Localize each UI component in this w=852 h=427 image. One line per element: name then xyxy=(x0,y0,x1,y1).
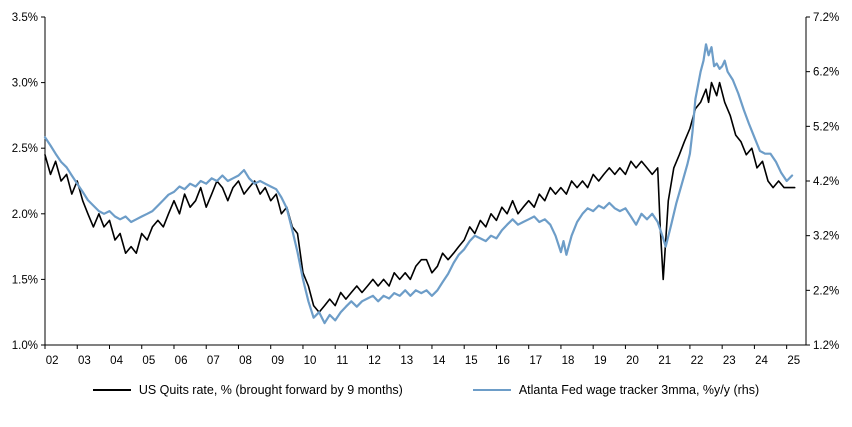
y-axis-left-tick-label: 2.0% xyxy=(12,209,38,221)
series-line-quits xyxy=(44,81,796,314)
x-axis-tick-label: 07 xyxy=(207,355,220,367)
series-line-wage xyxy=(43,43,794,325)
x-axis-tick-label: 15 xyxy=(465,355,478,367)
x-axis-tick-label: 16 xyxy=(497,355,510,367)
x-axis-tick-label: 02 xyxy=(46,355,59,367)
y-axis-right-tick-label: 6.2% xyxy=(813,67,839,79)
x-axis-tick-label: 08 xyxy=(239,355,252,367)
line-chart-canvas: 3.5% 3.0% 2.5% 2.0% 1.5% 1.0% 7.2% 6.2% 5.2% 4.2%… xyxy=(12,12,839,367)
x-axis-tick-label: 17 xyxy=(529,355,542,367)
x-axis-tick-label: 22 xyxy=(691,355,704,367)
x-axis-tick-label: 03 xyxy=(78,355,91,367)
x-axis-tick-label: 18 xyxy=(562,355,575,367)
chart-legend: US Quits rate, % (brought forward by 9 m… xyxy=(0,383,852,397)
legend-item-wage-tracker: Atlanta Fed wage tracker 3mma, %y/y (rhs… xyxy=(472,383,760,397)
y-axis-left-tick-label: 1.0% xyxy=(12,340,38,352)
y-axis-right-tick-label: 3.2% xyxy=(813,231,839,243)
y-axis-right-tick-label: 5.2% xyxy=(813,121,839,133)
x-axis-tick-label: 20 xyxy=(626,355,639,367)
legend-line-wage-tracker-swatch xyxy=(472,388,511,392)
x-axis-tick-label: 25 xyxy=(787,355,800,367)
x-axis-tick-label: 23 xyxy=(723,355,736,367)
x-axis-tick-label: 24 xyxy=(755,355,768,367)
x-axis-tick-label: 12 xyxy=(368,355,381,367)
legend-label-wage-tracker: Atlanta Fed wage tracker 3mma, %y/y (rhs… xyxy=(518,383,760,397)
legend-line-quits-swatch xyxy=(92,389,131,391)
x-axis-tick-label: 05 xyxy=(142,355,155,367)
x-axis-tick-label: 04 xyxy=(110,355,123,367)
x-axis-tick-label: 21 xyxy=(658,355,671,367)
y-axis-left-tick-label: 2.5% xyxy=(12,143,38,155)
x-axis-tick-label: 19 xyxy=(594,355,607,367)
x-axis-tick-label: 13 xyxy=(400,355,413,367)
y-axis-left-tick-label: 3.0% xyxy=(12,78,38,90)
x-axis-tick-label: 10 xyxy=(304,355,317,367)
x-axis-tick-label: 06 xyxy=(175,355,188,367)
legend-item-quits: US Quits rate, % (brought forward by 9 m… xyxy=(92,383,403,397)
x-axis-tick-label: 11 xyxy=(336,355,348,367)
x-axis-tick-label: 09 xyxy=(271,355,284,367)
y-axis-left-tick-label: 3.5% xyxy=(12,12,38,24)
y-axis-left-tick-label: 1.5% xyxy=(12,274,38,286)
x-axis-tick-label: 14 xyxy=(433,355,446,367)
y-axis-right-tick-label: 1.2% xyxy=(813,340,839,352)
y-axis-right-tick-label: 2.2% xyxy=(813,285,839,297)
y-axis-right-tick-label: 4.2% xyxy=(813,176,839,188)
y-axis-right-tick-label: 7.2% xyxy=(813,12,839,24)
legend-label-quits: US Quits rate, % (brought forward by 9 m… xyxy=(138,383,403,397)
